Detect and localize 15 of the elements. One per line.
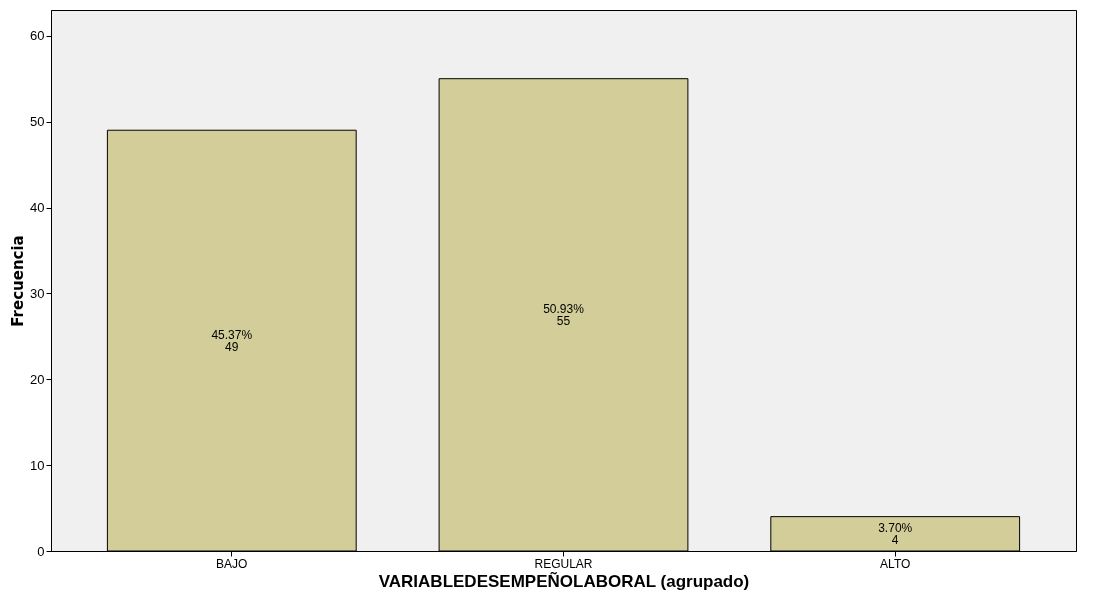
- y-axis-title: Frecuencia: [9, 235, 28, 327]
- x-tick-label: BAJO: [216, 556, 248, 571]
- data-label: 50.93% 55: [543, 301, 585, 328]
- x-axis-title: VARIABLEDESEMPEÑOLABORAL (agrupado): [378, 570, 750, 591]
- y-tick-label: 60: [30, 28, 45, 44]
- data-label: 45.37% 49: [211, 327, 253, 354]
- data-label: 3.70% 4: [878, 520, 913, 547]
- x-tick-label: ALTO: [880, 556, 911, 571]
- y-tick-label: 20: [30, 371, 45, 387]
- y-tick-label: 10: [30, 457, 45, 473]
- y-tick-label: 50: [30, 114, 45, 130]
- y-tick-label: 30: [30, 285, 45, 301]
- y-tick-label: 0: [37, 543, 45, 559]
- y-tick-label: 40: [30, 200, 45, 216]
- x-tick-label: REGULAR: [534, 556, 593, 571]
